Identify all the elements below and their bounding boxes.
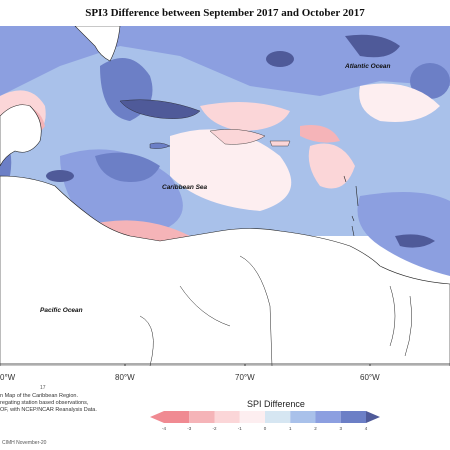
- jamaica-island: [149, 142, 171, 149]
- legend-tick-label: -1: [237, 426, 242, 431]
- legend-tick-label: 3: [339, 426, 342, 431]
- deep-wet-zone-north: [266, 51, 294, 67]
- map-title: SPI3 Difference between September 2017 a…: [85, 7, 365, 19]
- country-borders: [139, 255, 273, 366]
- dry-zone-virgin-islands: [300, 125, 340, 143]
- label-atlantic: Atlantic Ocean: [344, 63, 391, 70]
- note-line-3: OF, with NCEP/NCAR Reanalysis Data.: [0, 407, 97, 413]
- lon-label-60w: 60°W: [360, 373, 380, 382]
- deep-wet-zone-southeast: [395, 234, 435, 248]
- guiana-borders: [389, 285, 412, 357]
- lesser-antilles: [343, 175, 359, 237]
- light-dry-zone-antilles: [308, 143, 355, 189]
- label-pacific: Pacific Ocean: [40, 307, 83, 314]
- legend-arrow-left: [150, 411, 164, 423]
- puerto-rico-island: [269, 140, 291, 147]
- label-caribbean: Caribbean Sea: [162, 184, 208, 191]
- cuba-island: [119, 99, 201, 119]
- credit: CIMH November-20: [2, 440, 47, 446]
- legend-cell: [214, 411, 240, 423]
- lon-label-80w: 80°W: [115, 373, 135, 382]
- legend-tick-label: 1: [288, 426, 292, 431]
- note-small: 17: [40, 385, 46, 391]
- lon-label-0: 0°W: [0, 373, 16, 382]
- legend-cell: [189, 411, 215, 423]
- legend-arrow-right: [366, 411, 380, 423]
- note-line-1: n Map of the Caribbean Region.: [0, 393, 78, 399]
- legend-cell: [164, 411, 190, 423]
- legend-tick-label: 2: [314, 426, 317, 431]
- hispaniola-island: [209, 129, 266, 145]
- lon-label-70w: 70°W: [235, 373, 255, 382]
- legend-cell: [265, 411, 291, 423]
- legend-tick-label: -3: [187, 426, 192, 431]
- light-dry-zone-central: [170, 129, 292, 211]
- deep-wet-zone-atlantic: [345, 34, 400, 58]
- legend-cell: [340, 411, 366, 423]
- legend-cell: [239, 411, 265, 423]
- light-dry-zone-atlantic: [359, 83, 440, 122]
- legend-tick-label: -2: [212, 426, 217, 431]
- spi-map: Atlantic Ocean Caribbean Sea Pacific Oce…: [0, 26, 450, 366]
- deep-wet-zone-honduras: [46, 170, 74, 182]
- map-notes: n Map of the Caribbean Region. regating …: [0, 393, 97, 414]
- florida-land: [74, 26, 121, 62]
- south-america-land: [0, 175, 450, 366]
- legend-tick-label: 4: [364, 426, 368, 431]
- note-line-2: regating station based observations,: [0, 400, 89, 406]
- yucatan-land: [0, 104, 42, 167]
- legend-cell: [315, 411, 341, 423]
- legend-colorbar: [150, 411, 380, 423]
- wet-zone-west: [95, 152, 160, 182]
- light-dry-zone-hispaniola: [200, 102, 290, 131]
- legend-tick-label: -4: [161, 426, 166, 431]
- legend-title: SPI Difference: [247, 399, 305, 409]
- legend-cell: [290, 411, 316, 423]
- legend-tick-label: 0: [263, 426, 267, 431]
- moderate-wet-zone-east: [357, 192, 450, 276]
- wet-zone-northeast: [410, 63, 450, 99]
